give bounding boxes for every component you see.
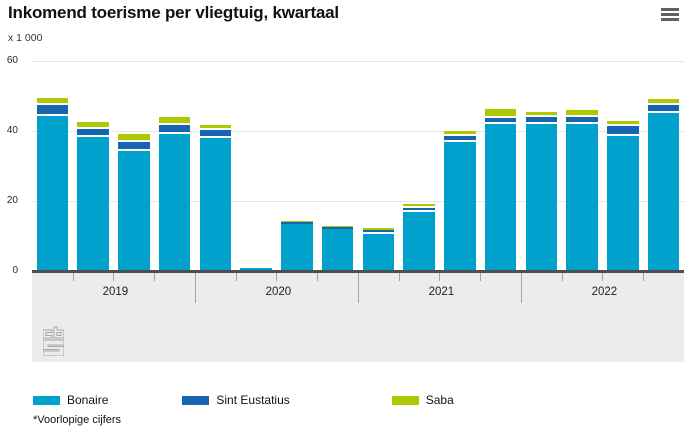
x-axis-tick [439, 273, 441, 281]
bar-2022-q1-sint-eustatius[interactable] [525, 117, 557, 125]
bar-2022-q4-sint-eustatius[interactable] [647, 105, 680, 114]
bar-2021-q3-bonaire[interactable] [444, 141, 476, 271]
bar-2020-q4-bonaire[interactable] [321, 229, 354, 271]
gridline-60 [32, 61, 684, 62]
year-separator [520, 273, 522, 303]
bar-2019-q4-sint-eustatius[interactable] [158, 125, 191, 135]
legend-item-bonaire[interactable]: Bonaire [33, 393, 108, 407]
year-label-2019: 2019 [102, 286, 129, 298]
bar-2022-q4-bonaire[interactable] [647, 113, 680, 271]
chart-menu-button[interactable] [659, 6, 681, 24]
gridline-20 [32, 201, 684, 202]
legend-item-sint-eustatius[interactable]: Sint Eustatius [182, 393, 290, 407]
year-separator [357, 273, 359, 303]
bar-2022-q3-saba[interactable] [607, 120, 639, 127]
x-axis-tick [276, 273, 278, 281]
bar-2019-q1-saba[interactable] [36, 97, 68, 106]
legend: Bonaire Sint Eustatius Saba [33, 393, 454, 407]
bar-2021-q3-saba[interactable] [444, 131, 476, 137]
bar-2019-q3-sint-eustatius[interactable] [118, 142, 150, 151]
saba-swatch-icon [391, 395, 419, 405]
bar-2021-q4-sint-eustatius[interactable] [484, 118, 517, 124]
bar-2019-q2-sint-eustatius[interactable] [77, 129, 109, 138]
year-separator [194, 273, 196, 303]
legend-item-saba[interactable]: Saba [391, 393, 454, 407]
x-axis-tick [154, 273, 156, 281]
bar-2021-q2-sint-eustatius[interactable] [403, 207, 435, 212]
bar-2019-q2-saba[interactable] [77, 121, 109, 130]
bar-2021-q4-bonaire[interactable] [484, 124, 517, 271]
y-axis-label-40: 40 [6, 125, 18, 136]
bar-2022-q2-bonaire[interactable] [566, 124, 598, 271]
y-axis-label-0: 0 [12, 265, 18, 276]
bar-2020-q3-bonaire[interactable] [281, 223, 313, 271]
bar-2019-q1-bonaire[interactable] [36, 115, 68, 271]
bar-2021-q3-sint-eustatius[interactable] [444, 136, 476, 142]
gridline-40 [32, 131, 684, 132]
x-axis-tick [643, 273, 645, 281]
x-axis-tick [317, 273, 319, 281]
bar-2021-q1-saba[interactable] [362, 227, 394, 231]
bar-2019-q3-saba[interactable] [118, 133, 150, 143]
y-axis-label-60: 60 [6, 55, 18, 66]
bar-2020-q1-saba[interactable] [199, 125, 231, 130]
bar-2022-q4-saba[interactable] [647, 99, 680, 106]
bar-2020-q3-sint-eustatius[interactable] [281, 220, 313, 224]
bar-2022-q2-sint-eustatius[interactable] [566, 117, 598, 125]
bar-2022-q3-bonaire[interactable] [607, 135, 639, 271]
legend-label-saba: Saba [425, 393, 454, 407]
x-axis-tick [602, 273, 604, 281]
bar-2022-q1-bonaire[interactable] [525, 124, 557, 271]
bar-2021-q2-saba[interactable] [403, 203, 435, 208]
bar-2020-q3-saba[interactable] [281, 220, 313, 222]
bar-2019-q3-bonaire[interactable] [118, 150, 150, 271]
y-axis-label-20: 20 [6, 195, 18, 206]
bar-2020-q4-sint-eustatius[interactable] [321, 226, 354, 230]
bonaire-swatch-icon [33, 395, 60, 405]
bar-2021-q1-sint-eustatius[interactable] [362, 230, 394, 235]
footnote: *Voorlopige cijfers [33, 414, 122, 426]
x-axis-tick [235, 273, 237, 281]
bar-2022-q2-saba[interactable] [566, 110, 598, 118]
bar-2019-q4-bonaire[interactable] [158, 134, 191, 271]
bar-2019-q2-bonaire[interactable] [77, 137, 109, 271]
year-label-2021: 2021 [428, 286, 455, 298]
sint-eustatius-swatch-icon [182, 395, 210, 405]
legend-label-sint-eustatius: Sint Eustatius [216, 393, 290, 407]
x-axis-tick [113, 273, 115, 281]
x-axis-line [32, 269, 684, 273]
legend-label-bonaire: Bonaire [67, 393, 109, 407]
bar-2019-q1-sint-eustatius[interactable] [36, 105, 68, 116]
bar-2021-q4-saba[interactable] [484, 109, 517, 119]
year-label-2022: 2022 [591, 286, 618, 298]
bar-2021-q1-bonaire[interactable] [362, 234, 394, 271]
bar-2022-q3-sint-eustatius[interactable] [607, 126, 639, 136]
bar-2019-q4-saba[interactable] [158, 117, 191, 126]
bar-2022-q1-saba[interactable] [525, 112, 557, 118]
bar-2021-q2-bonaire[interactable] [403, 211, 435, 271]
cbs-logo-icon [43, 326, 64, 356]
chart-unit-label: x 1 000 [8, 32, 43, 44]
bar-2020-q1-sint-eustatius[interactable] [199, 129, 231, 139]
x-axis-tick [398, 273, 400, 281]
year-label-2020: 2020 [265, 286, 292, 298]
x-axis-tick [561, 273, 563, 281]
bar-2020-q4-saba[interactable] [321, 226, 354, 228]
x-axis-tick [480, 273, 482, 281]
bar-2020-q1-bonaire[interactable] [199, 138, 231, 271]
chart-title: Inkomend toerisme per vliegtuig, kwartaa… [8, 3, 339, 22]
x-axis-tick [72, 273, 74, 281]
